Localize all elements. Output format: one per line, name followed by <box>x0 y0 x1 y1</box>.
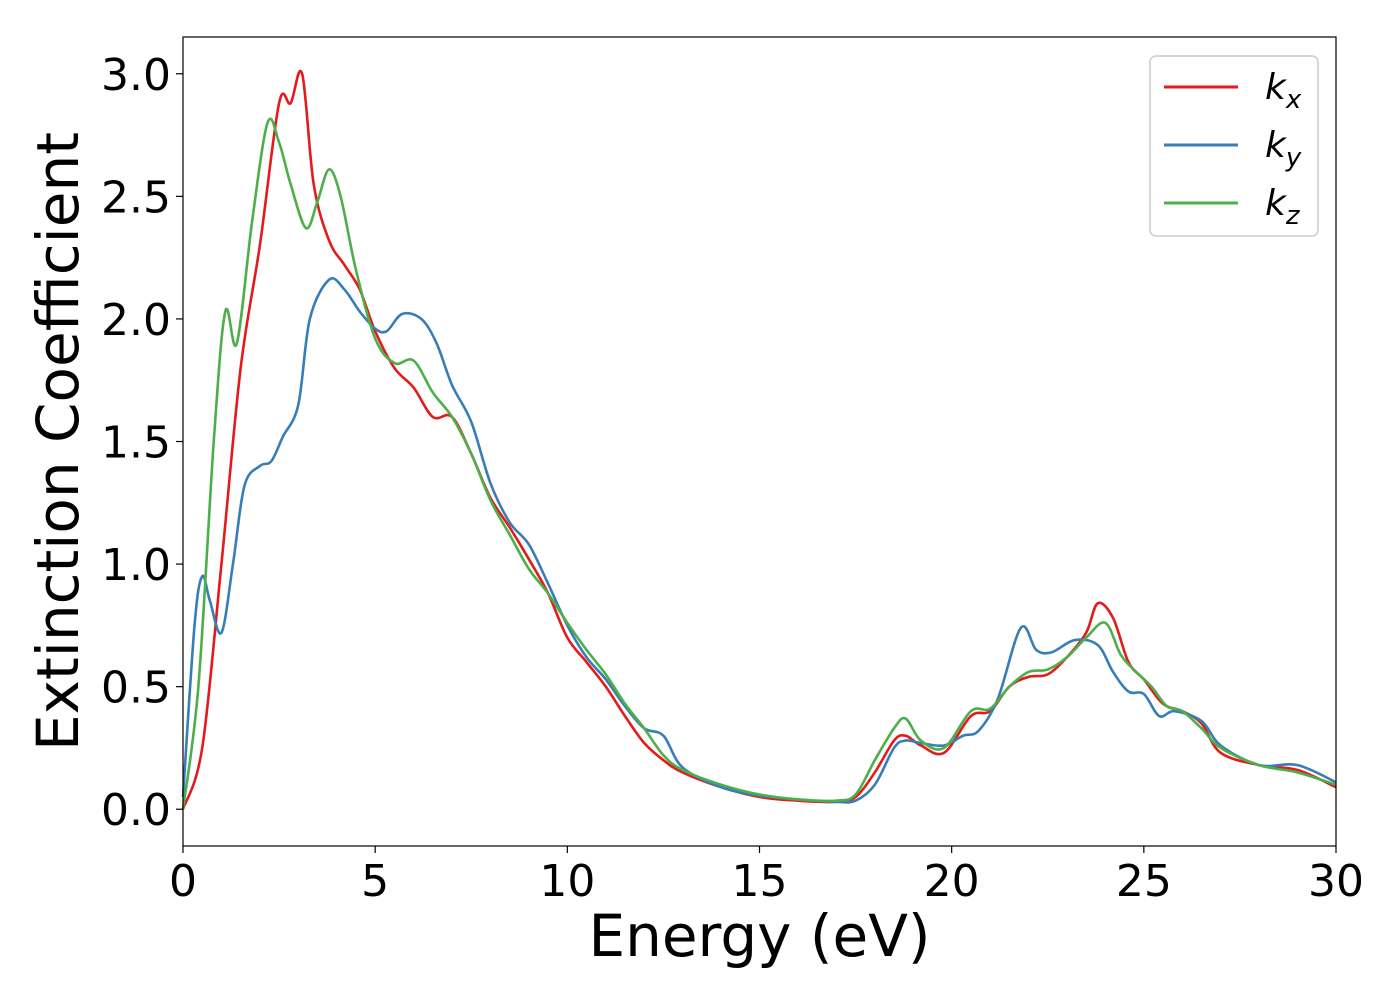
x-tick-label: 25 <box>1116 856 1172 907</box>
y-tick-label: 3.0 <box>101 50 171 101</box>
y-tick-label: 1.5 <box>101 418 171 469</box>
legend-label-y: ky <box>1265 125 1302 173</box>
legend-label-z: kz <box>1265 183 1301 231</box>
x-tick-label: 0 <box>169 856 197 907</box>
x-axis-label: Energy (eV) <box>588 902 930 970</box>
y-tick-label: 2.0 <box>101 295 171 346</box>
y-tick-label: 1.0 <box>101 540 171 591</box>
y-tick-label: 0.0 <box>101 785 171 836</box>
series-layer <box>181 69 1337 810</box>
y-tick-label: 2.5 <box>101 172 171 223</box>
x-tick-label: 30 <box>1308 856 1364 907</box>
y-axis: 0.0 0.5 1.0 1.5 2.0 2.5 3.0 <box>101 50 183 836</box>
x-tick-label: 15 <box>732 856 788 907</box>
x-tick-label: 5 <box>361 856 389 907</box>
x-axis: 0 5 10 15 20 25 30 <box>169 846 1364 907</box>
series-line-k-z <box>181 117 1337 810</box>
series-line-k-y <box>181 277 1337 804</box>
legend-label-x: kx <box>1265 67 1302 115</box>
y-axis-label: Extinction Coefficient <box>24 132 92 751</box>
y-tick-label: 0.5 <box>101 663 171 714</box>
x-tick-label: 10 <box>539 856 595 907</box>
x-tick-label: 20 <box>924 856 980 907</box>
legend: kx ky kz <box>1149 55 1319 237</box>
series-line-k-x <box>181 69 1337 810</box>
